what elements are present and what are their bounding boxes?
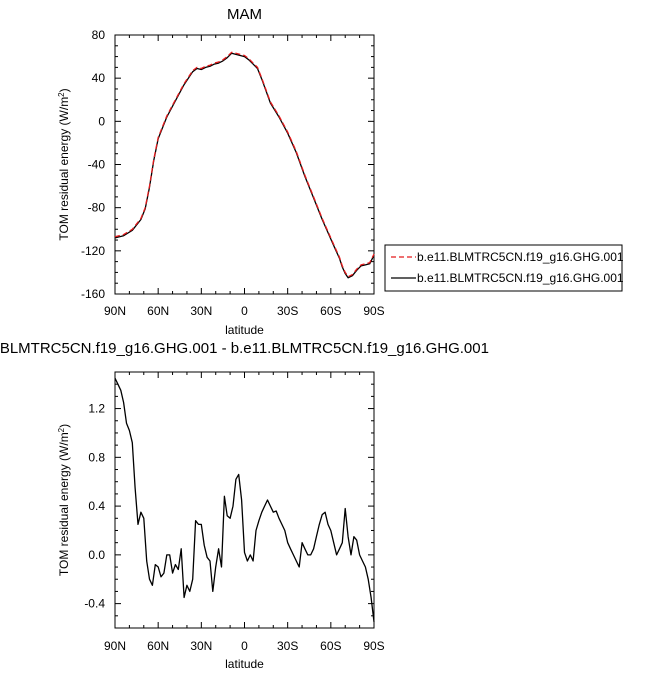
top-y-tick-label: -120: [81, 244, 105, 258]
top-y-axis-label-sup: 2: [57, 92, 66, 97]
bottom-series-line-1: [114, 377, 375, 622]
top-y-tick-label: 40: [92, 71, 106, 85]
bottom-x-tick-label: 90N: [104, 639, 126, 653]
bottom-x-tick-label: 90S: [363, 639, 384, 653]
top-x-tick-label: 60N: [147, 304, 169, 318]
bottom-y-tick-label: -0.4: [84, 597, 105, 611]
top-y-tick-label: 0: [98, 114, 105, 128]
bottom-x-axis-label: latitude: [225, 657, 264, 671]
legend: b.e11.BLMTRC5CN.f19_g16.GHG.001 b.e11.BL…: [384, 244, 624, 292]
top-x-tick-label: 30N: [190, 304, 212, 318]
top-y-tick-label: 80: [92, 28, 106, 42]
bottom-title: 11.BLMTRC5CN.f19_g16.GHG.001 - b.e11.BLM…: [0, 340, 489, 357]
bottom-x-tick-label: 30S: [277, 639, 298, 653]
bottom-x-tick-label: 60S: [320, 639, 341, 653]
bottom-y-axis-label-main: TOM residual energy (W/m: [57, 432, 71, 576]
bottom-x-tick-label: 0: [241, 639, 248, 653]
top-title: MAM: [227, 6, 262, 23]
bottom-y-tick-label: 0.4: [88, 499, 105, 513]
top-x-tick-label: 30S: [277, 304, 298, 318]
top-y-tick-label: -160: [81, 287, 105, 301]
bottom-y-tick-label: 1.2: [88, 402, 105, 416]
top-y-axis-label: TOM residual energy (W/m2): [57, 88, 72, 240]
bottom-series: [114, 377, 375, 622]
legend-box: [384, 244, 623, 292]
top-ticks: 90N 60N 30N 0 30S 60S 90S 80 40 0 -40 -80 -120 -160: [81, 28, 385, 318]
top-x-tick-label: 90S: [363, 304, 384, 318]
top-y-axis-label-main: TOM residual energy (W/m: [57, 97, 71, 241]
top-series-line-1: [114, 51, 375, 278]
top-y-tick-label: -80: [88, 201, 106, 215]
bottom-plot-frame: [114, 371, 375, 629]
top-x-axis-label: latitude: [225, 323, 264, 337]
top-x-tick-label: 90N: [104, 304, 126, 318]
bottom-x-tick-label: 60N: [147, 639, 169, 653]
top-series: [114, 51, 375, 279]
bottom-y-tick-label: 0.8: [88, 450, 105, 464]
top-plot-frame: [114, 34, 375, 295]
legend-entry-1: b.e11.BLMTRC5CN.f19_g16.GHG.001: [417, 250, 624, 264]
top-x-tick-label: 60S: [320, 304, 341, 318]
top-y-axis-label-close: ): [57, 88, 71, 92]
top-y-tick-label: -40: [88, 158, 106, 172]
top-panel: MAM 90N 60N 30N 0 30S 60S 90S 80 40 0 -40 -80 -120 -1…: [57, 6, 385, 337]
bottom-y-axis-label-close: ): [57, 424, 71, 428]
bottom-ticks: 90N 60N 30N 0 30S 60S 90S 1.2 0.8 0.4 0.0 -0.4: [84, 371, 385, 653]
bottom-y-axis-label: TOM residual energy (W/m2): [57, 424, 72, 576]
bottom-panel: 11.BLMTRC5CN.f19_g16.GHG.001 - b.e11.BLM…: [0, 340, 489, 671]
legend-entry-2: b.e11.BLMTRC5CN.f19_g16.GHG.001: [417, 271, 624, 285]
top-series-line-2: [114, 52, 375, 279]
top-x-tick-label: 0: [241, 304, 248, 318]
bottom-y-axis-label-sup: 2: [57, 427, 66, 432]
bottom-x-tick-label: 30N: [190, 639, 212, 653]
bottom-y-tick-label: 0.0: [88, 548, 105, 562]
